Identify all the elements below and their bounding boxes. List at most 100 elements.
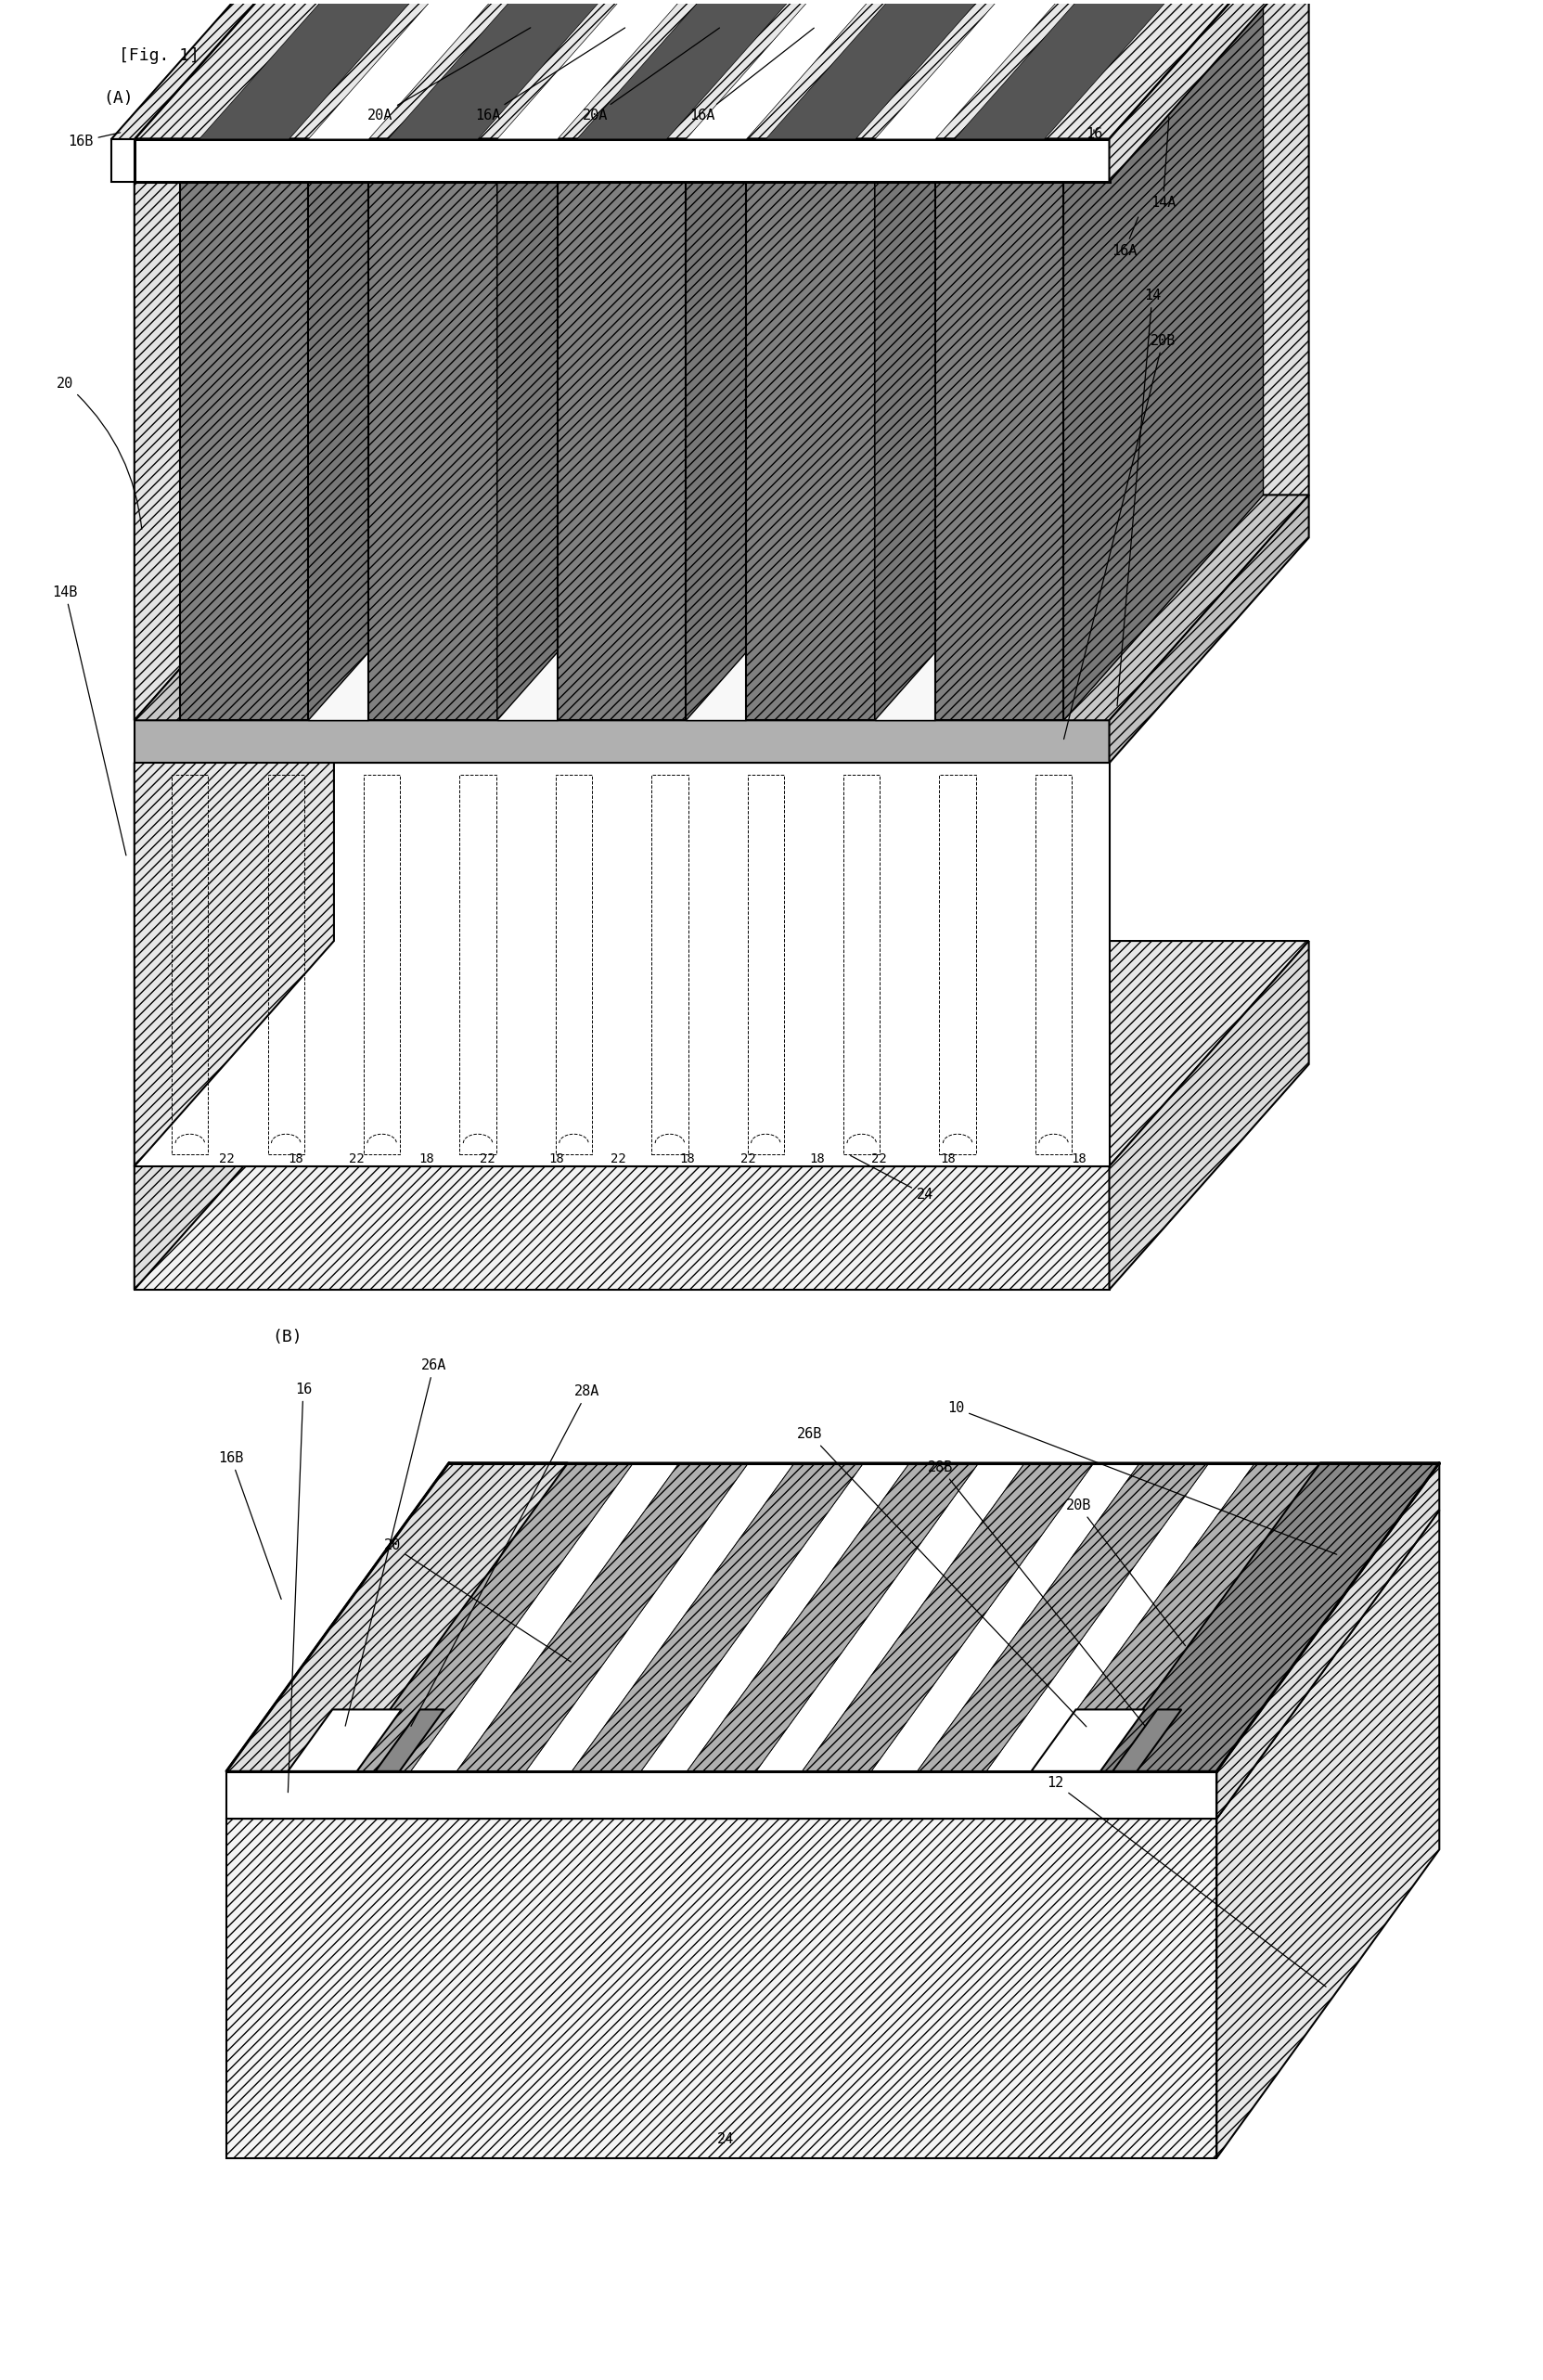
Polygon shape [872, 1464, 1140, 1771]
Text: 18: 18 [679, 1152, 694, 1166]
Bar [651, 776, 688, 1154]
Bar [555, 776, 593, 1154]
Polygon shape [134, 181, 1109, 721]
Text: 24: 24 [717, 2132, 734, 2147]
Polygon shape [309, 181, 369, 721]
Polygon shape [199, 0, 489, 138]
Bar [268, 776, 304, 1154]
Polygon shape [309, 0, 508, 721]
Polygon shape [497, 0, 758, 138]
Polygon shape [227, 1464, 518, 1771]
Text: 18: 18 [289, 1152, 304, 1166]
Text: [Fig. 1]: [Fig. 1] [119, 48, 199, 64]
Text: 22: 22 [219, 1152, 235, 1166]
Text: 16A: 16A [690, 29, 815, 121]
Polygon shape [687, 1464, 978, 1771]
Text: 18: 18 [810, 1152, 826, 1166]
Text: 16B: 16B [68, 133, 120, 148]
Text: 20A: 20A [367, 29, 531, 121]
Text: 24: 24 [850, 1157, 934, 1202]
Polygon shape [227, 1771, 1217, 1818]
Polygon shape [1109, 495, 1308, 764]
Bar [460, 776, 497, 1154]
Polygon shape [747, 181, 875, 721]
Polygon shape [1113, 1709, 1182, 1771]
Polygon shape [111, 138, 134, 181]
Text: 22: 22 [609, 1152, 626, 1166]
Polygon shape [134, 940, 1308, 1166]
Polygon shape [227, 1464, 1440, 1771]
Polygon shape [577, 0, 866, 138]
Polygon shape [875, 0, 1134, 181]
Text: 18: 18 [1071, 1152, 1086, 1166]
Text: 26A: 26A [346, 1359, 446, 1725]
Polygon shape [497, 0, 758, 181]
Polygon shape [181, 0, 508, 181]
Polygon shape [756, 1464, 1025, 1771]
Text: 28B: 28B [927, 1461, 1145, 1726]
Polygon shape [341, 1464, 633, 1771]
Polygon shape [1109, 940, 1308, 1290]
Text: 12: 12 [1048, 1775, 1325, 1987]
Polygon shape [134, 721, 1109, 764]
Polygon shape [765, 0, 1055, 138]
Polygon shape [309, 0, 568, 138]
Polygon shape [296, 1464, 565, 1771]
Polygon shape [309, 0, 568, 181]
Polygon shape [802, 1464, 1094, 1771]
Polygon shape [1032, 1464, 1324, 1771]
Bar [747, 776, 784, 1154]
Polygon shape [227, 1818, 1217, 2159]
Text: 20: 20 [57, 376, 142, 528]
Polygon shape [1031, 1709, 1145, 1771]
Text: 20A: 20A [582, 29, 719, 121]
Polygon shape [227, 1464, 568, 1771]
Polygon shape [572, 1464, 864, 1771]
Text: 16A: 16A [1113, 217, 1139, 257]
Polygon shape [375, 1709, 444, 1771]
Text: 22: 22 [480, 1152, 495, 1166]
Polygon shape [134, 940, 333, 1290]
Polygon shape [1099, 1464, 1440, 1771]
Polygon shape [1109, 0, 1308, 181]
Polygon shape [935, 0, 1264, 181]
Text: 14B: 14B [52, 585, 127, 854]
Polygon shape [687, 181, 747, 721]
Polygon shape [1217, 1511, 1440, 2159]
Polygon shape [935, 181, 1063, 721]
Polygon shape [227, 1511, 1440, 1818]
Polygon shape [986, 1464, 1254, 1771]
Polygon shape [526, 1464, 795, 1771]
Polygon shape [1063, 0, 1264, 721]
Polygon shape [497, 181, 557, 721]
Polygon shape [557, 0, 886, 181]
Polygon shape [687, 0, 886, 721]
Text: 14A: 14A [1150, 117, 1176, 209]
Polygon shape [1148, 1464, 1440, 1771]
Polygon shape [875, 0, 1134, 138]
Text: (B): (B) [273, 1328, 302, 1345]
Text: 26B: 26B [798, 1428, 1086, 1726]
Polygon shape [918, 1464, 1210, 1771]
Polygon shape [369, 181, 497, 721]
Polygon shape [875, 0, 1074, 721]
Polygon shape [410, 1464, 679, 1771]
Polygon shape [387, 0, 677, 138]
Polygon shape [955, 0, 1244, 138]
Polygon shape [687, 0, 946, 181]
Polygon shape [457, 1464, 748, 1771]
Text: 16: 16 [1085, 129, 1102, 140]
Bar [844, 776, 880, 1154]
Polygon shape [134, 0, 1308, 138]
Text: 10: 10 [947, 1402, 1336, 1554]
Text: 20B: 20B [1063, 333, 1176, 740]
Polygon shape [289, 1709, 401, 1771]
Polygon shape [1217, 1464, 1440, 1818]
Polygon shape [134, 0, 1308, 181]
Polygon shape [134, 138, 1109, 181]
Polygon shape [1109, 0, 1308, 721]
Polygon shape [181, 181, 309, 721]
Polygon shape [134, 1166, 1109, 1290]
Bar [1035, 776, 1072, 1154]
Polygon shape [687, 0, 946, 138]
